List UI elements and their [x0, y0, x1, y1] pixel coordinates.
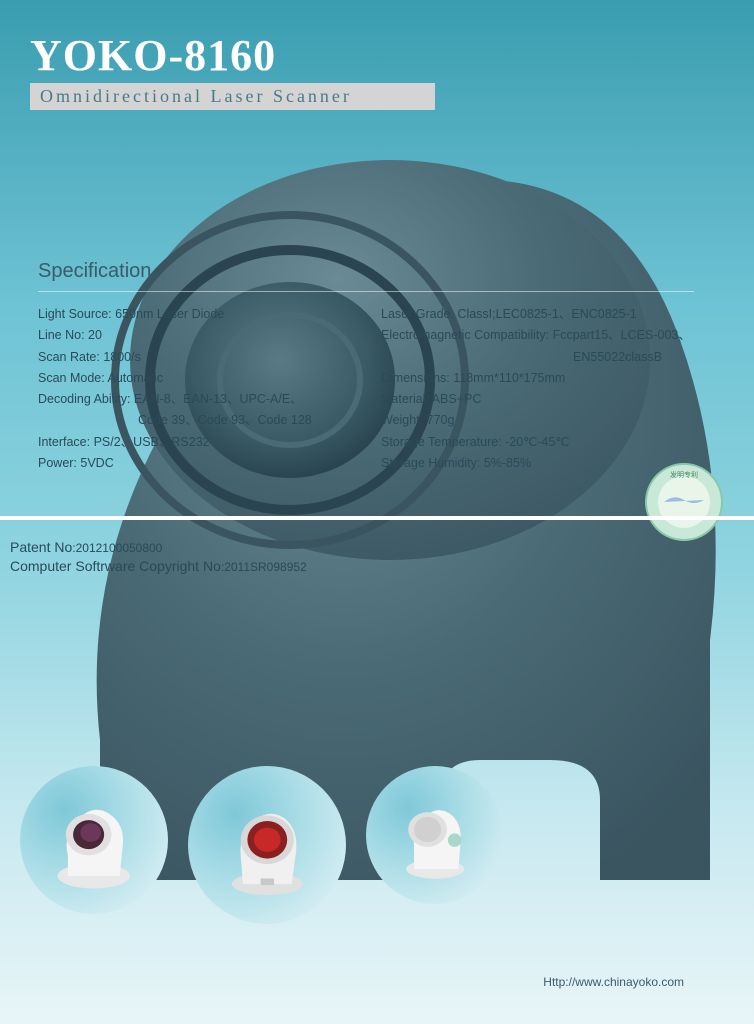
spec-row: Interface: PS/2、USB、RS232 — [38, 432, 351, 453]
spec-row: Decoding Ability: EAN-8、EAN-13、UPC-A/E、 — [38, 389, 351, 410]
spec-row: Weight: 770g — [381, 410, 694, 431]
spec-row: Dimensions: 118mm*110*175mm — [381, 368, 694, 389]
spec-row: EN55022classB — [381, 347, 694, 368]
spec-row: Scan Mode: Automatic — [38, 368, 351, 389]
spec-row: Electromagnetic Compatibility: Fccpart15… — [381, 325, 694, 346]
horizontal-divider — [0, 516, 754, 520]
spec-row: Storage Humidity: 5%-85% — [381, 453, 694, 474]
thumbnail-2 — [188, 766, 346, 924]
scanner-side-icon — [387, 787, 484, 884]
product-subtitle: Omnidirectional Laser Scanner — [40, 86, 425, 107]
thumbnail-1 — [20, 766, 168, 914]
patent-section: Patent No:2012100050800 Computer Softrwa… — [10, 538, 307, 575]
spec-column-right: Laser Grade: ClassI;LEC0825-1、ENC0825-1 … — [381, 304, 694, 474]
spec-row: Scan Rate: 1800/s — [38, 347, 351, 368]
patent-number-line: Patent No:2012100050800 — [10, 538, 307, 557]
specification-section: Specification Light Source: 650nm Laser … — [38, 260, 694, 474]
copyright-number-line: Computer Softrware Copyright No:2011SR09… — [10, 557, 307, 576]
product-thumbnails — [20, 766, 504, 924]
spec-row: Code 39、Code 93、Code 128 — [38, 410, 351, 431]
subtitle-band: Omnidirectional Laser Scanner — [30, 83, 435, 110]
scanner-white-icon — [42, 788, 146, 892]
copyright-label: Computer Softrware Copyright No — [10, 558, 221, 574]
patent-value: :2012100050800 — [72, 541, 162, 555]
header: YOKO-8160 Omnidirectional Laser Scanner — [30, 30, 435, 110]
product-title: YOKO-8160 — [30, 30, 435, 81]
patent-label: Patent No — [10, 539, 72, 555]
spec-row: Storage Temperature: -20℃-45℃ — [381, 432, 694, 453]
spec-column-left: Light Source: 650nm Laser Diode Line No:… — [38, 304, 351, 474]
copyright-value: :2011SR098952 — [221, 560, 307, 574]
spec-row: Material: ABS+PC — [381, 389, 694, 410]
spec-row: Light Source: 650nm Laser Diode — [38, 304, 351, 325]
spec-row: Power: 5VDC — [38, 453, 351, 474]
patent-badge-sticker: 发明专利 — [644, 462, 724, 542]
thumbnail-3 — [366, 766, 504, 904]
spec-row: Line No: 20 — [38, 325, 351, 346]
scanner-front-icon — [212, 790, 323, 901]
footer-url: Http://www.chinayoko.com — [543, 975, 684, 989]
spec-heading: Specification — [38, 260, 694, 292]
spec-row: Laser Grade: ClassI;LEC0825-1、ENC0825-1 — [381, 304, 694, 325]
